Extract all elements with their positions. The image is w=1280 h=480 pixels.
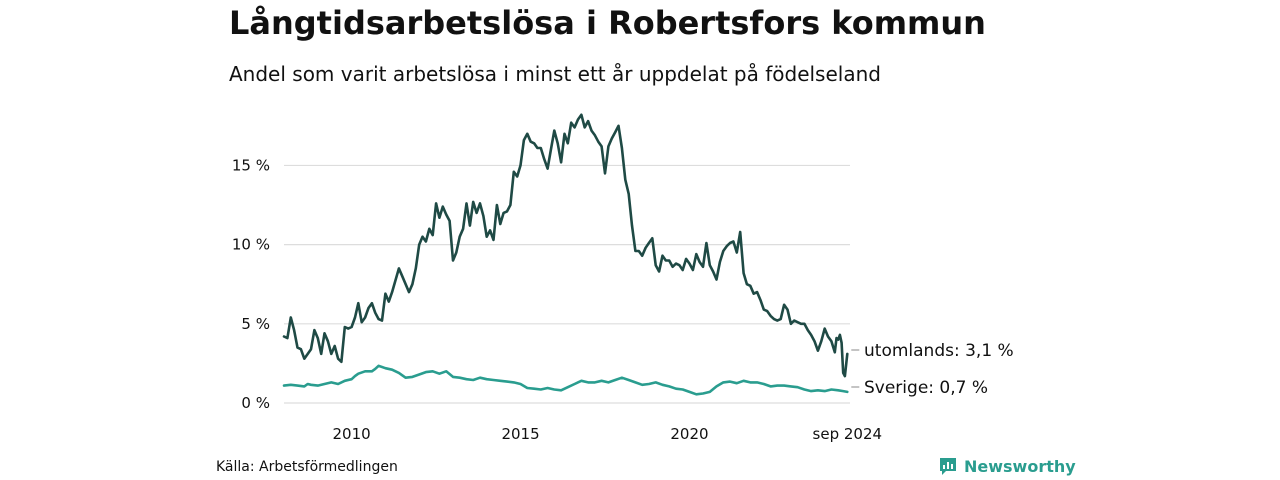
y-tick-label: 5 % (241, 315, 270, 333)
brand-logo: Newsworthy (938, 456, 1076, 476)
x-tick-label: 2015 (501, 425, 539, 443)
y-tick-label: 15 % (232, 156, 270, 174)
series-line-sverige (282, 364, 849, 396)
series-end-label-utomlands: utomlands: 3,1 % (864, 341, 1014, 361)
bar-chart-speech-bubble-icon (940, 458, 956, 475)
series-end-labels: utomlands: 3,1 % Sverige: 0,7 % (851, 341, 1014, 398)
x-axis-ticks: 2010 2015 2020 sep 2024 (332, 425, 882, 443)
y-tick-label: 0 % (241, 394, 270, 412)
y-tick-label: 10 % (232, 236, 270, 254)
x-tick-label: 2020 (670, 425, 708, 443)
brand-name: Newsworthy (964, 456, 1076, 476)
series-end-label-sverige: Sverige: 0,7 % (864, 378, 988, 398)
chart-subtitle: Andel som varit arbetslösa i minst ett å… (229, 62, 881, 86)
y-axis-ticks: 0 % 5 % 10 % 15 % (232, 156, 270, 412)
grid-lines (284, 164, 850, 404)
chart-title: Långtidsarbetslösa i Robertsfors kommun (229, 4, 986, 42)
x-tick-label: sep 2024 (813, 425, 883, 443)
series-lines (282, 113, 849, 396)
x-tick-label: 2010 (332, 425, 370, 443)
series-line-utomlands (282, 113, 849, 378)
source-note: Källa: Arbetsförmedlingen (216, 459, 398, 475)
